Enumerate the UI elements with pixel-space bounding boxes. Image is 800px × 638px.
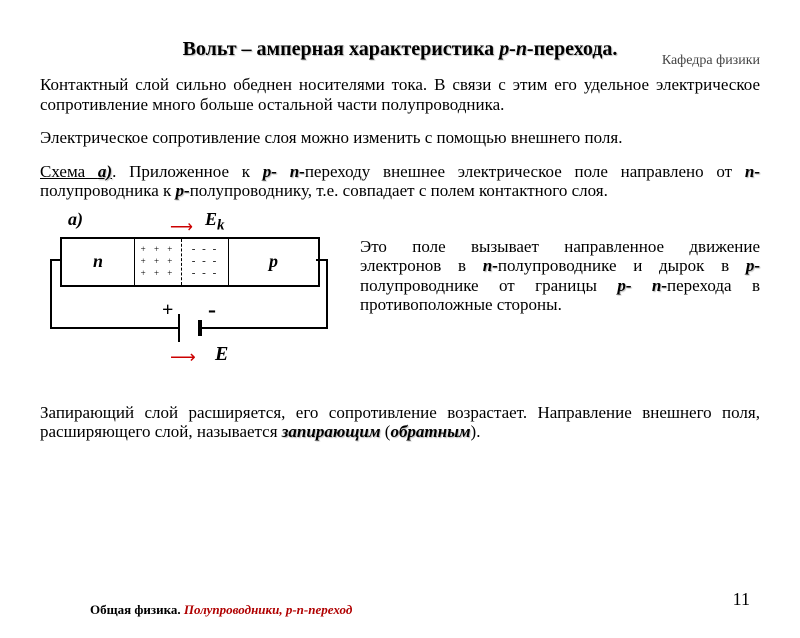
p4-close: ). (471, 422, 481, 441)
minus-row-2: - - - (192, 256, 219, 268)
paragraph-3: Схема а). Приложенное к p- n-переходу вн… (40, 162, 760, 201)
p3-t2: переходу внешнее электрическое поле напр… (305, 162, 745, 181)
wire-bottom-left (50, 327, 178, 329)
p3-t3: полупроводника к (40, 181, 176, 200)
ek-sub: k (217, 217, 225, 233)
p4-rev: обратным (390, 422, 470, 441)
st-p: p- (746, 256, 760, 275)
p3-pn: p- n- (263, 162, 305, 181)
e-label: E (215, 343, 228, 366)
diagram-column: а) ⟶ Ek n + + + + + + + + + - - - - - - … (40, 209, 340, 389)
p4-lock: запирающим (282, 422, 381, 441)
dept-label: Кафедра физики (662, 53, 760, 69)
region-minus: - - - - - - - - - (182, 239, 229, 285)
wire-right-vert (326, 259, 328, 329)
footer-text: Общая физика. Полупроводники, р-n-перехо… (90, 602, 352, 618)
region-plus: + + + + + + + + + (135, 239, 182, 285)
wire-bottom-right (200, 327, 328, 329)
side-paragraph: Это поле вызывает направленное движение … (340, 209, 760, 315)
footer-red: Полупроводники, р-n-переход (184, 602, 352, 617)
arrow-ek-icon: ⟶ (170, 217, 191, 237)
wire-left-top (50, 259, 62, 261)
region-p: p (229, 239, 318, 285)
arrow-e-icon: ⟶ (170, 347, 194, 368)
ek-e: E (205, 209, 217, 229)
plus-row-3: + + + (141, 268, 176, 280)
st-t2: полупроводнике и дырок в (498, 256, 746, 275)
title-post: перехода (534, 38, 613, 60)
title-ital: p-n- (499, 38, 533, 60)
st-n: n- (483, 256, 498, 275)
wire-left-vert (50, 259, 52, 329)
plus-row-2: + + + (141, 256, 176, 268)
pn-junction-box: n + + + + + + + + + - - - - - - - - - p (60, 237, 320, 287)
p3-p: p- (176, 181, 190, 200)
ek-label: Ek (205, 209, 225, 235)
wire-right-top (316, 259, 328, 261)
battery-plus-label: + (162, 299, 173, 322)
paragraph-4: Запирающий слой расширяется, его сопроти… (40, 403, 760, 442)
p4-open: ( (381, 422, 391, 441)
paragraph-1: Контактный слой сильно обеднен носителям… (40, 75, 760, 114)
footer-pre: Общая физика. (90, 602, 184, 617)
diagram-label-a: а) (68, 209, 83, 230)
battery-plate-short (198, 320, 202, 336)
battery-minus-label: - (208, 297, 216, 324)
battery-plate-long (178, 314, 180, 342)
st-t3: полупроводнике от границы (360, 276, 617, 295)
plus-row-1: + + + (141, 244, 176, 256)
title-pre: Вольт – амперная характеристика (183, 38, 500, 60)
p3-n: n- (745, 162, 760, 181)
diagram-row: а) ⟶ Ek n + + + + + + + + + - - - - - - … (40, 209, 760, 389)
paragraph-2: Электрическое сопротивление слоя можно и… (40, 128, 760, 148)
p3-t1: . Приложенное к (112, 162, 263, 181)
minus-row-3: - - - (192, 268, 219, 280)
scheme-a: а) (98, 162, 112, 181)
scheme-word: Схема (40, 162, 98, 181)
p3-t4: полупроводнику, т.е. совпадает с полем к… (190, 181, 608, 200)
region-n: n (62, 239, 135, 285)
circuit-diagram: а) ⟶ Ek n + + + + + + + + + - - - - - - … (40, 209, 340, 389)
st-pn: p- n- (617, 276, 667, 295)
